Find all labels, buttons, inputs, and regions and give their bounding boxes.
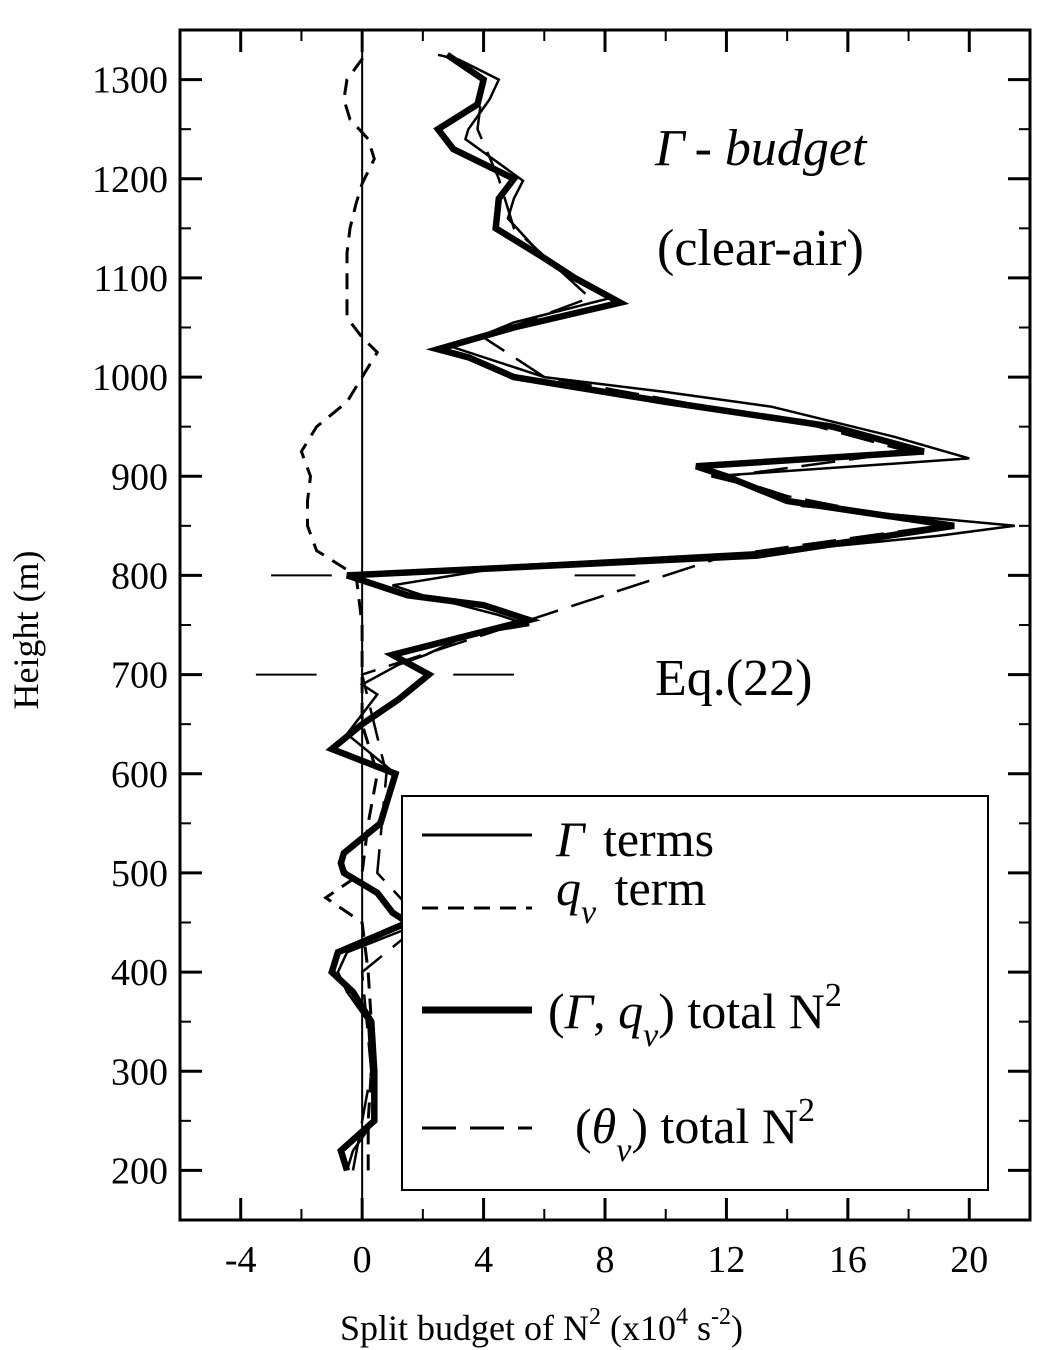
legend-open-paren-1: ( [548, 983, 565, 1039]
legend-open-paren-2: ( [575, 1098, 592, 1154]
budget-title: Γ- budget [654, 120, 868, 177]
x-tick-label: -4 [225, 1239, 257, 1281]
x-title-mid2: s [688, 1308, 711, 1348]
legend-total-text-2: ) total N [631, 1098, 798, 1154]
x-axis-title: Split budget of N2 (x104 s-2) [340, 1304, 743, 1348]
x-tick-label: 4 [474, 1239, 493, 1281]
legend-theta-symbol: θ [592, 1098, 617, 1154]
series-line-theta_v_total [351, 53, 940, 1171]
title-rest: - budget [695, 120, 868, 177]
y-tick-label: 700 [111, 655, 168, 697]
x-tick-label: 12 [707, 1239, 745, 1281]
legend-gamma-symbol: Γ [555, 811, 587, 867]
legend-gamma-symbol-2: Γ [564, 983, 596, 1039]
x-tick-label: 0 [353, 1239, 372, 1281]
legend-comma: , [593, 983, 618, 1039]
legend-label-qv-term: qv term [556, 860, 706, 931]
equation-label: Eq.(22) [655, 650, 812, 707]
y-tick-label: 400 [111, 952, 168, 994]
legend-label-gamma-terms: Γ terms [555, 811, 714, 867]
y-tick-label: 800 [111, 555, 168, 597]
legend-sup-2: 2 [798, 1092, 815, 1129]
legend: Γ terms qv term (Γ, qv) total N2 (θv) to… [401, 795, 989, 1191]
x-title-main: Split budget of N [340, 1308, 589, 1348]
legend-qv-term-text: term [602, 860, 706, 916]
y-tick-label: 1000 [92, 357, 168, 399]
y-tick-label: 500 [111, 853, 168, 895]
y-tick-label: 200 [111, 1150, 168, 1192]
x-title-sup2: 4 [676, 1304, 688, 1330]
y-tick-label: 900 [111, 456, 168, 498]
legend-theta-subscript: v [616, 1132, 632, 1169]
y-tick-label: 600 [111, 754, 168, 796]
y-tick-label: 300 [111, 1051, 168, 1093]
title-gamma-symbol: Γ [654, 120, 687, 177]
x-tick-label: 8 [596, 1239, 615, 1281]
x-tick-label: 20 [950, 1239, 988, 1281]
x-title-sup3: -2 [711, 1304, 731, 1330]
budget-subtitle: (clear-air) [657, 220, 864, 277]
x-tick-label: 16 [829, 1239, 867, 1281]
x-title-sup1: 2 [589, 1304, 601, 1330]
x-title-mid: (x10 [601, 1308, 676, 1348]
x-title-end: ) [731, 1308, 743, 1348]
series-line-qv_term [299, 53, 380, 1171]
legend-box [401, 795, 989, 1191]
y-tick-label: 1100 [93, 258, 168, 300]
y-tick-label: 1300 [92, 60, 168, 102]
legend-label-gamma-qv-total: (Γ, qv) total N2 [548, 977, 842, 1054]
legend-label-theta-v-total: (θv) total N2 [575, 1092, 815, 1169]
legend-q-symbol: q [556, 860, 581, 916]
y-axis-title: Height (m) [6, 551, 46, 710]
y-tick-label: 1200 [92, 159, 168, 201]
legend-total-text-1: ) total N [658, 983, 825, 1039]
axes: -4 0 4 8 12 16 20 200 300 400 500 600 700 800 900 1000 1… [92, 28, 1032, 1281]
legend-q-subscript-2: v [643, 1017, 659, 1054]
legend-q-subscript: v [581, 894, 597, 931]
legend-sup-1: 2 [825, 977, 842, 1014]
legend-q-symbol-2: q [618, 983, 643, 1039]
legend-gamma-terms-text: terms [590, 811, 714, 867]
